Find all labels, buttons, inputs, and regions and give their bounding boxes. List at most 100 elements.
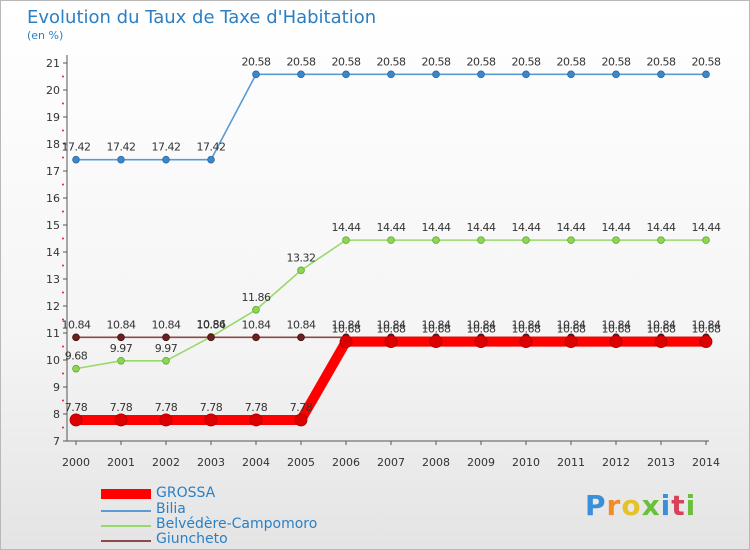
data-point <box>72 364 80 373</box>
data-label: 14.44 <box>557 221 586 234</box>
data-label: 10.84 <box>62 318 91 331</box>
data-point <box>339 335 353 349</box>
data-label: 10.68 <box>332 323 361 336</box>
y-minor-tick <box>62 372 64 375</box>
data-point <box>114 413 128 427</box>
data-label: 17.42 <box>62 141 91 154</box>
y-tick-label: 21 <box>46 57 60 70</box>
y-tick-label: 11 <box>46 327 60 340</box>
data-point <box>162 357 170 365</box>
x-tick-label: 2013 <box>647 456 675 469</box>
logo-letter: P <box>585 489 607 522</box>
y-minor-tick <box>62 183 64 186</box>
data-label: 14.44 <box>377 221 406 234</box>
legend-label-bilia: Bilia <box>156 501 186 517</box>
x-tick-label: 2003 <box>197 456 225 469</box>
y-minor-tick <box>62 318 64 321</box>
data-label: 10.84 <box>692 318 721 331</box>
x-tick-label: 2012 <box>602 456 630 469</box>
data-label: 7.78 <box>110 401 133 414</box>
data-label: 7.78 <box>155 401 178 414</box>
data-label: 10.86 <box>197 318 226 331</box>
data-label: 7.78 <box>65 401 88 414</box>
y-minor-tick <box>62 345 64 348</box>
data-point <box>474 335 488 349</box>
data-point <box>522 70 530 79</box>
data-label: 14.44 <box>332 221 361 234</box>
x-tick-label: 2000 <box>62 456 90 469</box>
data-label: 17.42 <box>197 141 226 154</box>
data-label: 14.44 <box>512 221 541 234</box>
x-tick-label: 2011 <box>557 456 585 469</box>
data-label: 20.58 <box>557 55 586 68</box>
data-point <box>249 413 263 427</box>
y-minor-tick <box>62 210 64 213</box>
data-point <box>609 335 623 349</box>
x-tick-label: 2002 <box>152 456 180 469</box>
data-label: 10.84 <box>377 318 406 331</box>
data-label: 10.68 <box>467 323 496 336</box>
x-tick-label: 2008 <box>422 456 450 469</box>
data-point <box>432 70 440 79</box>
data-point <box>612 236 620 244</box>
data-label: 17.42 <box>107 141 136 154</box>
data-label: 14.44 <box>647 221 676 234</box>
data-point <box>522 236 530 244</box>
data-label: 10.84 <box>467 318 496 331</box>
data-point <box>564 335 578 349</box>
legend-swatch-belvedere-campomoro <box>101 525 151 527</box>
data-point <box>297 70 305 79</box>
data-point <box>567 236 575 244</box>
data-label: 20.58 <box>422 55 451 68</box>
data-label: 10.84 <box>332 318 361 331</box>
y-minor-tick <box>62 102 64 105</box>
data-label: 9.68 <box>65 350 88 363</box>
y-tick-label: 14 <box>46 246 60 259</box>
data-point <box>117 333 125 342</box>
data-label: 10.68 <box>647 323 676 336</box>
y-minor-tick <box>62 399 64 402</box>
data-label: 10.84 <box>242 318 271 331</box>
y-tick-label: 15 <box>46 219 60 232</box>
chart-subtitle: (en %) <box>27 29 64 42</box>
logo-letter: x <box>641 489 661 522</box>
data-label: 10.84 <box>107 318 136 331</box>
proxiti-logo: Proxiti <box>585 489 696 522</box>
y-tick-label: 8 <box>53 408 60 421</box>
data-label: 20.58 <box>377 55 406 68</box>
data-point <box>72 155 80 164</box>
data-point <box>657 70 665 79</box>
data-label: 10.84 <box>422 318 451 331</box>
data-point <box>702 236 710 244</box>
data-label: 20.58 <box>242 55 271 68</box>
y-tick-label: 10 <box>46 354 60 367</box>
data-point <box>252 70 260 79</box>
data-label: 20.58 <box>467 55 496 68</box>
y-tick-label: 7 <box>53 435 60 448</box>
data-point <box>699 335 713 349</box>
legend-label-belvedere-campomoro: Belvédère-Campomoro <box>156 516 318 532</box>
data-label: 20.58 <box>332 55 361 68</box>
data-label: 10.68 <box>377 323 406 336</box>
y-tick-label: 9 <box>53 381 60 394</box>
data-label: 10.84 <box>647 318 676 331</box>
data-label: 13.32 <box>287 251 316 264</box>
data-point <box>654 335 668 349</box>
data-point <box>69 413 83 427</box>
x-tick-label: 2007 <box>377 456 405 469</box>
data-point <box>612 70 620 79</box>
data-label: 10.84 <box>602 318 631 331</box>
data-label: 20.58 <box>602 55 631 68</box>
data-point <box>297 333 305 342</box>
data-point <box>342 236 350 244</box>
y-tick-label: 18 <box>46 138 60 151</box>
data-label: 9.97 <box>155 342 178 355</box>
y-tick-label: 19 <box>46 111 60 124</box>
data-label: 10.84 <box>152 318 181 331</box>
data-point <box>384 335 398 349</box>
data-label: 14.44 <box>692 221 721 234</box>
logo-letter: o <box>621 489 642 522</box>
data-point <box>342 70 350 79</box>
data-point <box>207 155 215 164</box>
data-point <box>702 70 710 79</box>
